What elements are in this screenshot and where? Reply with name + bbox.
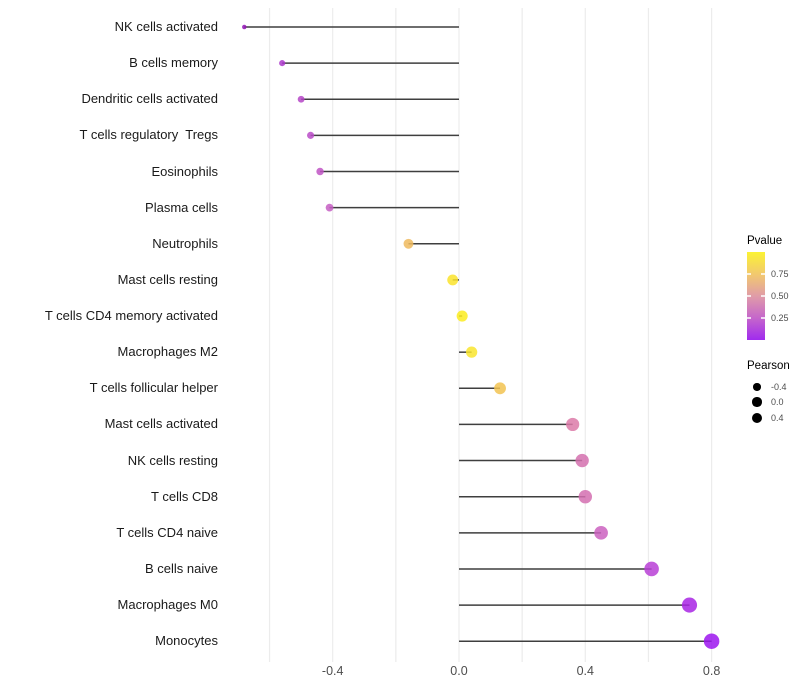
lollipop-stems [244, 26, 712, 642]
lollipop-dot [242, 24, 247, 30]
y-axis-label: NK cells activated [114, 18, 218, 34]
pvalue-colorbar [747, 252, 765, 340]
lollipop-dot [325, 203, 334, 212]
y-axis-label: T cells CD8 [151, 488, 218, 504]
lollipop-dot [447, 274, 459, 286]
y-axis-label: Plasma cells [145, 199, 218, 215]
size-legend-label: 0.4 [771, 412, 784, 423]
colorbar-tick-label: 0.50 [771, 290, 789, 301]
y-axis-label: T cells regulatory Tregs [79, 127, 218, 143]
y-axis-label: B cells memory [129, 54, 218, 70]
y-axis-label: T cells CD4 memory activated [44, 307, 218, 323]
size-legend-dot [753, 383, 761, 391]
y-axis-label: Mast cells activated [104, 416, 218, 432]
size-legend-dot [752, 397, 762, 407]
y-axis-label: Monocytes [155, 633, 218, 649]
colorbar-tick [747, 273, 751, 275]
pearson-legend-title: Pearson [747, 360, 790, 372]
lollipop-dot [297, 95, 305, 103]
legend-panel: Pvalue 0.75 0.50 0.25 Pearson -0.4 0.0 0.4 [745, 235, 800, 436]
y-axis-label: T cells CD4 naive [116, 524, 218, 540]
x-axis-tick-label: -0.4 [321, 664, 344, 678]
lollipop-dot [578, 489, 593, 504]
lollipop-dot [465, 346, 478, 358]
size-legend-dot [751, 412, 763, 424]
pvalue-legend-title: Pvalue [747, 235, 783, 247]
y-axis-label: Dendritic cells activated [81, 91, 218, 107]
lollipop-dot [403, 238, 414, 249]
colorbar-tick-label: 0.75 [771, 268, 789, 279]
size-legend-label: 0.0 [771, 396, 784, 407]
colorbar-tick [747, 317, 751, 319]
lollipop-dot [703, 633, 720, 649]
colorbar-tick-label: 0.25 [771, 312, 789, 323]
colorbar-tick [761, 317, 765, 319]
lollipop-dot [681, 597, 698, 613]
lollipop-dot [456, 310, 468, 322]
lollipop-dot [316, 167, 324, 176]
lollipop-dot [594, 525, 608, 540]
x-axis-tick-label: 0.4 [576, 664, 594, 678]
y-axis-label: Macrophages M2 [117, 344, 218, 360]
y-axis-label: Macrophages M0 [117, 596, 218, 612]
colorbar-tick [747, 295, 751, 297]
y-axis-label: T cells follicular helper [89, 380, 218, 396]
size-legend-label: -0.4 [771, 381, 787, 392]
lollipop-dot [279, 60, 286, 67]
lollipop-dot [494, 382, 506, 395]
x-axis-tick-label: 0.8 [702, 664, 721, 678]
gridlines [268, 8, 713, 662]
lollipop-dots [242, 24, 720, 649]
colorbar-tick [761, 273, 765, 275]
lollipop-dot [575, 453, 589, 468]
x-axis-tick-label: 0.0 [450, 664, 468, 678]
y-axis-label: Neutrophils [152, 235, 218, 251]
colorbar-tick [761, 295, 765, 297]
y-axis-label: Eosinophils [151, 163, 219, 179]
y-axis-label: Mast cells resting [117, 271, 218, 287]
lollipop-dot [307, 131, 315, 139]
y-axis-label: B cells naive [145, 560, 218, 576]
y-axis-label: NK cells resting [127, 452, 218, 468]
lollipop-dot [644, 561, 659, 577]
lollipop-dot [566, 417, 580, 432]
